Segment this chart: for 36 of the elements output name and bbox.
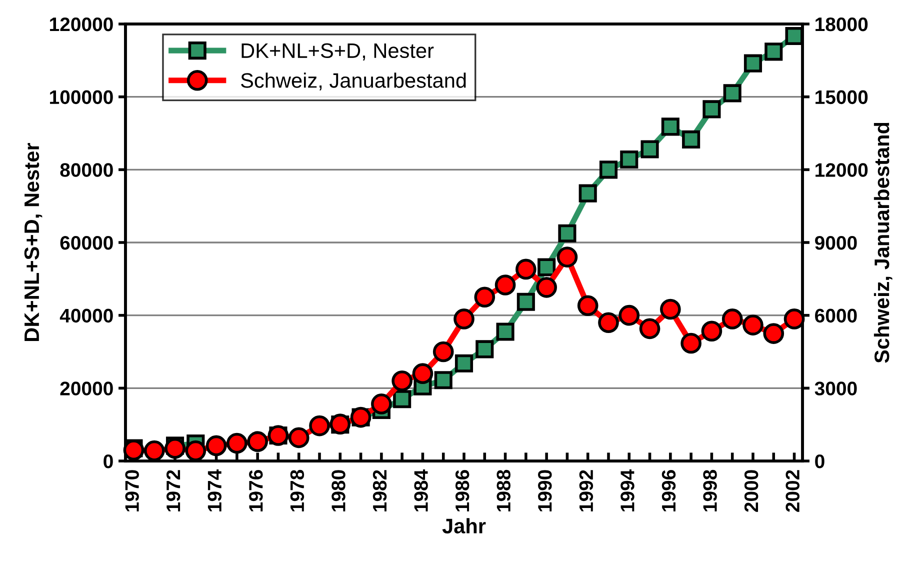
x-tick-label: 1972 [166,470,180,512]
x-tick-label: 1986 [455,470,470,512]
y-tick-label: 120000 [50,17,113,32]
y2-tick-label: 9000 [815,236,857,250]
legend-label: Schweiz, Januarbestand [241,72,466,90]
x-tick-label: 2000 [744,470,758,512]
y2-tick-label: 15000 [816,90,868,104]
y-tick-label: 60000 [60,236,113,250]
y-tick-label: 100000 [50,90,113,104]
y-tick-label: 80000 [60,163,113,177]
x-tick-label: 1974 [208,469,222,512]
x-tick-label: 1992 [579,470,594,512]
x-tick-label: 1976 [249,470,263,512]
x-tick-label: 1984 [414,469,428,512]
y2-tick-label: 0 [815,454,824,468]
x-tick-label: 1970 [125,470,139,512]
x-tick-label: 1980 [332,470,346,512]
legend-label: DK+NL+S+D, Nester [242,43,434,61]
y-axis-title: DK+NL+S+D, Nester [24,142,42,341]
x-tick-label: 1996 [662,470,676,512]
x-tick-label: 1990 [538,470,552,512]
x-axis-title: Jahr [442,518,486,534]
y2-tick-label: 6000 [815,308,857,323]
x-tick-label: 2002 [786,470,800,512]
x-tick-label: 1982 [372,470,387,512]
x-tick-label: 1994 [620,469,634,512]
y2-tick-label: 12000 [816,163,868,177]
y-tick-label: 40000 [60,308,113,323]
y2-tick-label: 18000 [816,17,868,32]
y2-axis-title: Schweiz, Januarbestand [874,122,892,363]
y-tick-label: 20000 [60,382,113,396]
x-tick-label: 1988 [496,470,511,512]
y-tick-label: 0 [104,454,113,468]
x-tick-label: 1998 [703,470,717,512]
y2-tick-label: 3000 [814,382,857,396]
x-tick-label: 1978 [290,470,304,512]
